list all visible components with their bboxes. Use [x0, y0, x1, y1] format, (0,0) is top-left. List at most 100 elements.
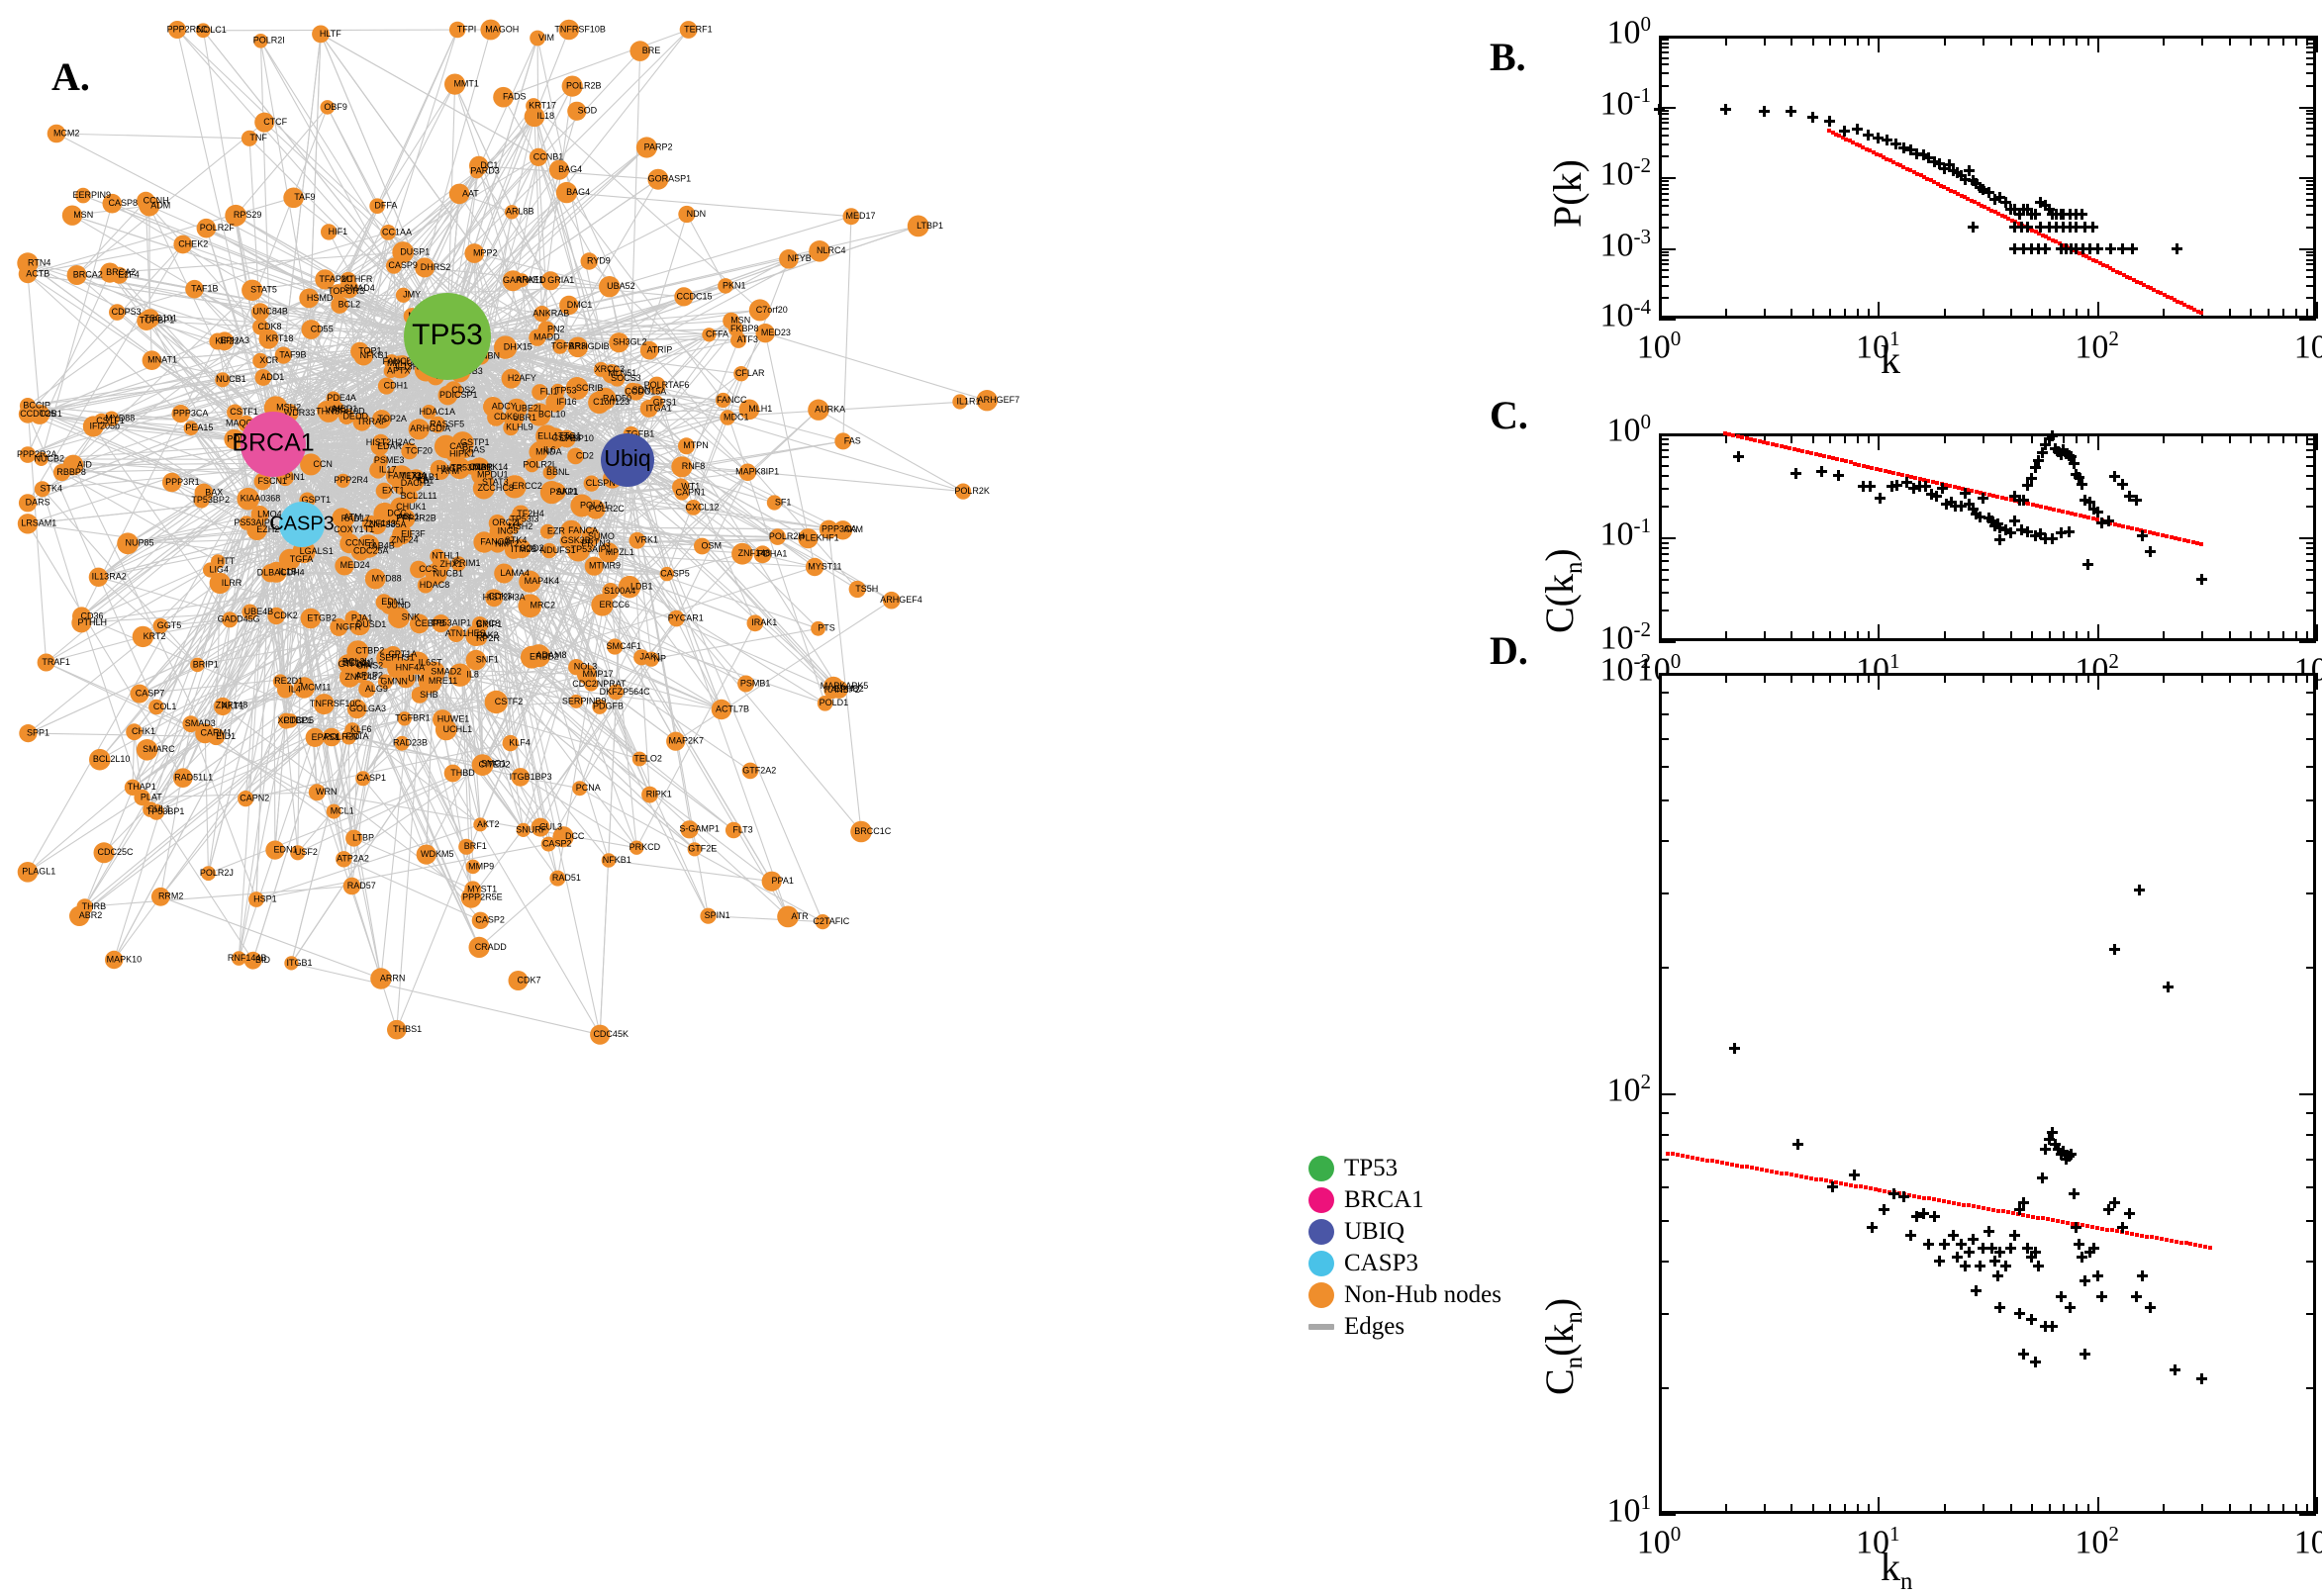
y-tick [1659, 692, 1669, 694]
y-tick [1659, 673, 1676, 675]
network-node-label: FANCC [717, 395, 747, 405]
plot-frame-d [1659, 673, 2316, 1514]
network-node-label: UBR1 [513, 413, 536, 422]
x-tick [1725, 1504, 1727, 1514]
x-tick [1868, 36, 1870, 46]
network-node-label: TELO2 [633, 753, 662, 763]
network-node-label: MAP2K7 [669, 736, 705, 746]
x-tick [2316, 302, 2318, 319]
y-tick [2299, 248, 2316, 250]
y-tick [2299, 107, 2316, 109]
y-tick [2306, 135, 2316, 137]
y-tick [1659, 269, 1669, 271]
x-tick [2163, 36, 2165, 46]
y-tick [1659, 180, 1669, 182]
fit-line-segment [2145, 1235, 2149, 1239]
x-tick [2250, 36, 2252, 46]
x-tick [2250, 433, 2252, 443]
y-tick [1659, 547, 1669, 549]
network-node-label: PDCD5 [284, 715, 315, 725]
legend-item-edges[interactable]: Edges [1308, 1311, 1487, 1343]
fit-line-segment [1736, 434, 1740, 438]
y-tick [2306, 692, 2316, 694]
y-tick [1659, 1387, 1669, 1389]
network-node-label: HIPK1 [449, 448, 475, 458]
y-tick [2306, 438, 2316, 440]
fit-line-segment [2130, 1232, 2134, 1236]
fit-line-segment [1794, 1174, 1798, 1177]
y-tick [1659, 766, 1669, 768]
x-tick [1829, 309, 1831, 319]
network-node-label: PCNA [576, 783, 601, 793]
fit-line-segment [1869, 1186, 1873, 1190]
y-tick [2306, 465, 2316, 467]
x-tick [1868, 433, 1870, 443]
fit-line-segment [1937, 1198, 1941, 1202]
network-node-label: PPP3R1 [165, 477, 200, 487]
x-tick [1812, 36, 1814, 46]
network-node-label: RTN4 [28, 257, 50, 267]
x-tick-label: 102 [2056, 327, 2139, 366]
y-tick [2306, 72, 2316, 74]
x-tick [2049, 309, 2051, 319]
network-node-label: UNC84B [252, 307, 288, 317]
network-node-label: DACH1 [401, 478, 432, 488]
legend-item-ubiq[interactable]: UBIQ [1308, 1216, 1487, 1248]
network-node-label: CTBP2 [355, 646, 384, 656]
x-tick [2229, 673, 2231, 683]
network-node-label: TFPI [457, 24, 477, 34]
y-tick [2306, 297, 2316, 299]
network-node-label: FLT3 [732, 824, 752, 834]
network-node-label: IL13RA2 [92, 572, 127, 582]
network-node-label: IL8 [466, 670, 479, 680]
network-node-label: NDN [687, 209, 707, 219]
fit-line-segment [1983, 492, 1986, 496]
network-node-label: CC1AA [382, 227, 412, 236]
x-tick [2031, 673, 2033, 683]
y-tick [2306, 227, 2316, 229]
x-tick [1764, 309, 1766, 319]
network-node-label: SNK [402, 611, 421, 621]
fit-line-segment [2199, 542, 2203, 546]
network-node-label: MRE11 [429, 676, 457, 686]
network-node-label: HLTF [320, 29, 341, 39]
legend-item-tp53[interactable]: TP53 [1308, 1153, 1487, 1184]
network-node-label: TOPORS [328, 286, 365, 296]
x-tick [1829, 433, 1831, 443]
legend-item-casp3[interactable]: CASP3 [1308, 1248, 1487, 1279]
y-tick [1659, 433, 1676, 435]
x-tick [1790, 673, 1792, 683]
fit-line-segment [1982, 1206, 1985, 1210]
y-tick-label: 101 [1554, 1490, 1651, 1530]
fit-line-segment [2165, 1238, 2169, 1242]
network-node-label: MYD88 [372, 573, 402, 583]
fit-line-segment [2184, 1241, 2188, 1245]
y-tick [2306, 110, 2316, 112]
network-node-label: FADS [503, 92, 527, 102]
fit-line-segment [2135, 1233, 2139, 1237]
network-node-label: GINS2 [356, 661, 383, 671]
legend-item-brca1[interactable]: BRCA1 [1308, 1184, 1487, 1216]
x-tick [2282, 1504, 2284, 1514]
network-node-label: NUCB1 [434, 568, 464, 578]
fit-line-segment [2085, 1224, 2089, 1228]
x-tick [1857, 309, 1859, 319]
fit-line-segment [2021, 1213, 2025, 1217]
y-tick [2306, 766, 2316, 768]
fit-line-segment [1878, 1188, 1882, 1192]
y-tick [1659, 1186, 1669, 1188]
x-tick [2010, 673, 2012, 683]
network-graph[interactable]: TAF9BARL8BCD2NAP1L1ALG9MAGOHCC1AADHX15TA… [0, 0, 1455, 1595]
legend-item-non-hub-nodes[interactable]: Non-Hub nodes [1308, 1279, 1487, 1311]
network-node-label: CASP7 [136, 688, 165, 698]
x-tick [2063, 673, 2065, 683]
x-axis-label: k [1881, 336, 1900, 383]
fit-line-segment [1944, 483, 1948, 487]
network-node-label: BAG4 [566, 187, 590, 197]
x-tick [1829, 36, 1831, 46]
panel-label-d: D. [1490, 631, 1528, 671]
y-tick [2306, 57, 2316, 59]
y-tick [2306, 579, 2316, 581]
network-node-label: SDN [632, 385, 651, 395]
